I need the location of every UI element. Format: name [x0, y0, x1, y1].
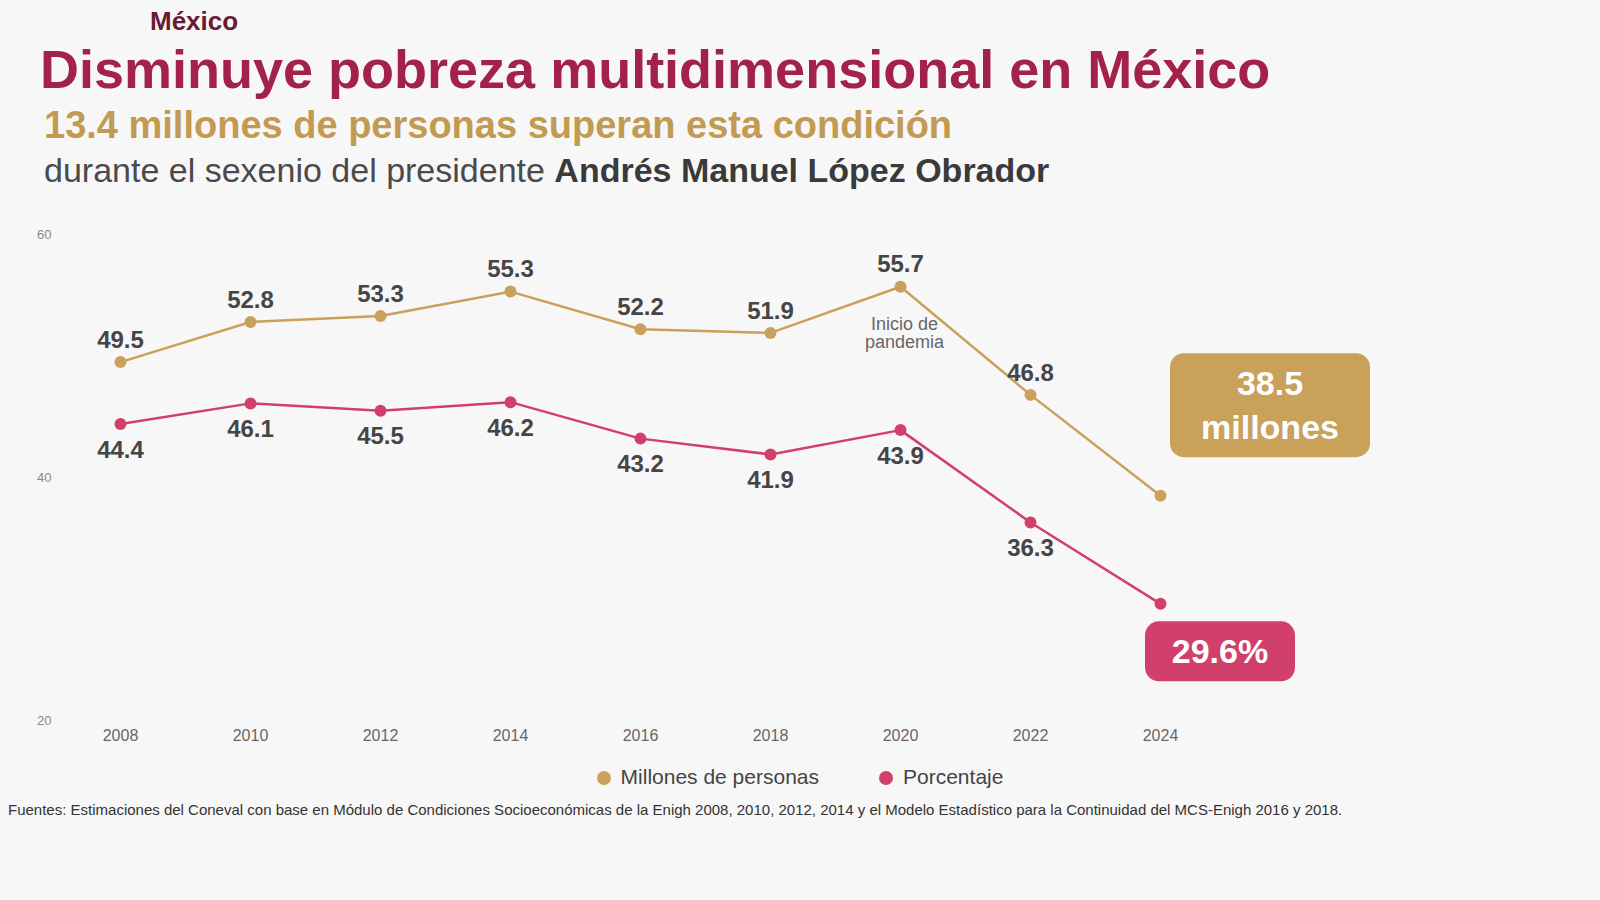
svg-text:38.5: 38.5	[1237, 364, 1303, 402]
svg-text:46.8: 46.8	[1007, 359, 1054, 386]
svg-text:2012: 2012	[363, 727, 399, 744]
svg-text:2008: 2008	[103, 727, 139, 744]
svg-text:Inicio depandemia: Inicio depandemia	[865, 314, 945, 352]
svg-text:46.1: 46.1	[227, 415, 274, 442]
svg-text:46.2: 46.2	[487, 414, 534, 441]
svg-text:52.2: 52.2	[617, 293, 664, 320]
svg-text:millones: millones	[1201, 408, 1339, 446]
svg-text:60: 60	[37, 227, 51, 242]
svg-text:29.6%: 29.6%	[1172, 632, 1268, 670]
svg-text:2018: 2018	[753, 727, 789, 744]
svg-text:2024: 2024	[1143, 727, 1179, 744]
html-text:Porcentaje: Porcentaje	[903, 765, 1004, 788]
html-text:Millones de personas: Millones de personas	[620, 765, 819, 788]
svg-text:43.9: 43.9	[877, 442, 924, 469]
html-text:Fuentes: Estimaciones del Cone: Fuentes: Estimaciones del Coneval con ba…	[8, 801, 1343, 818]
svg-text:49.5: 49.5	[97, 326, 144, 353]
html-text:Disminuye pobreza multidimensi: Disminuye pobreza multidimensional en Mé…	[40, 39, 1271, 99]
svg-text:41.9: 41.9	[747, 466, 794, 493]
svg-text:55.7: 55.7	[877, 250, 924, 277]
svg-text:2014: 2014	[493, 727, 529, 744]
svg-text:52.8: 52.8	[227, 286, 274, 313]
svg-text:45.5: 45.5	[357, 422, 404, 449]
svg-text:40: 40	[37, 470, 51, 485]
svg-text:2010: 2010	[233, 727, 269, 744]
html-text:13.4 millones de personas supe: 13.4 millones de personas superan esta c…	[44, 104, 953, 146]
svg-text:2022: 2022	[1013, 727, 1049, 744]
svg-text:20: 20	[37, 713, 51, 728]
svg-text:2016: 2016	[623, 727, 659, 744]
svg-text:2020: 2020	[883, 727, 919, 744]
svg-text:51.9: 51.9	[747, 297, 794, 324]
svg-text:44.4: 44.4	[97, 436, 144, 463]
svg-text:43.2: 43.2	[617, 450, 664, 477]
svg-text:36.3: 36.3	[1007, 534, 1054, 561]
html-text:México: México	[150, 6, 239, 36]
svg-text:53.3: 53.3	[357, 280, 404, 307]
svg-text:55.3: 55.3	[487, 255, 534, 282]
html-text:durante el sexenio del preside: durante el sexenio del presidente Andrés…	[44, 151, 1050, 189]
